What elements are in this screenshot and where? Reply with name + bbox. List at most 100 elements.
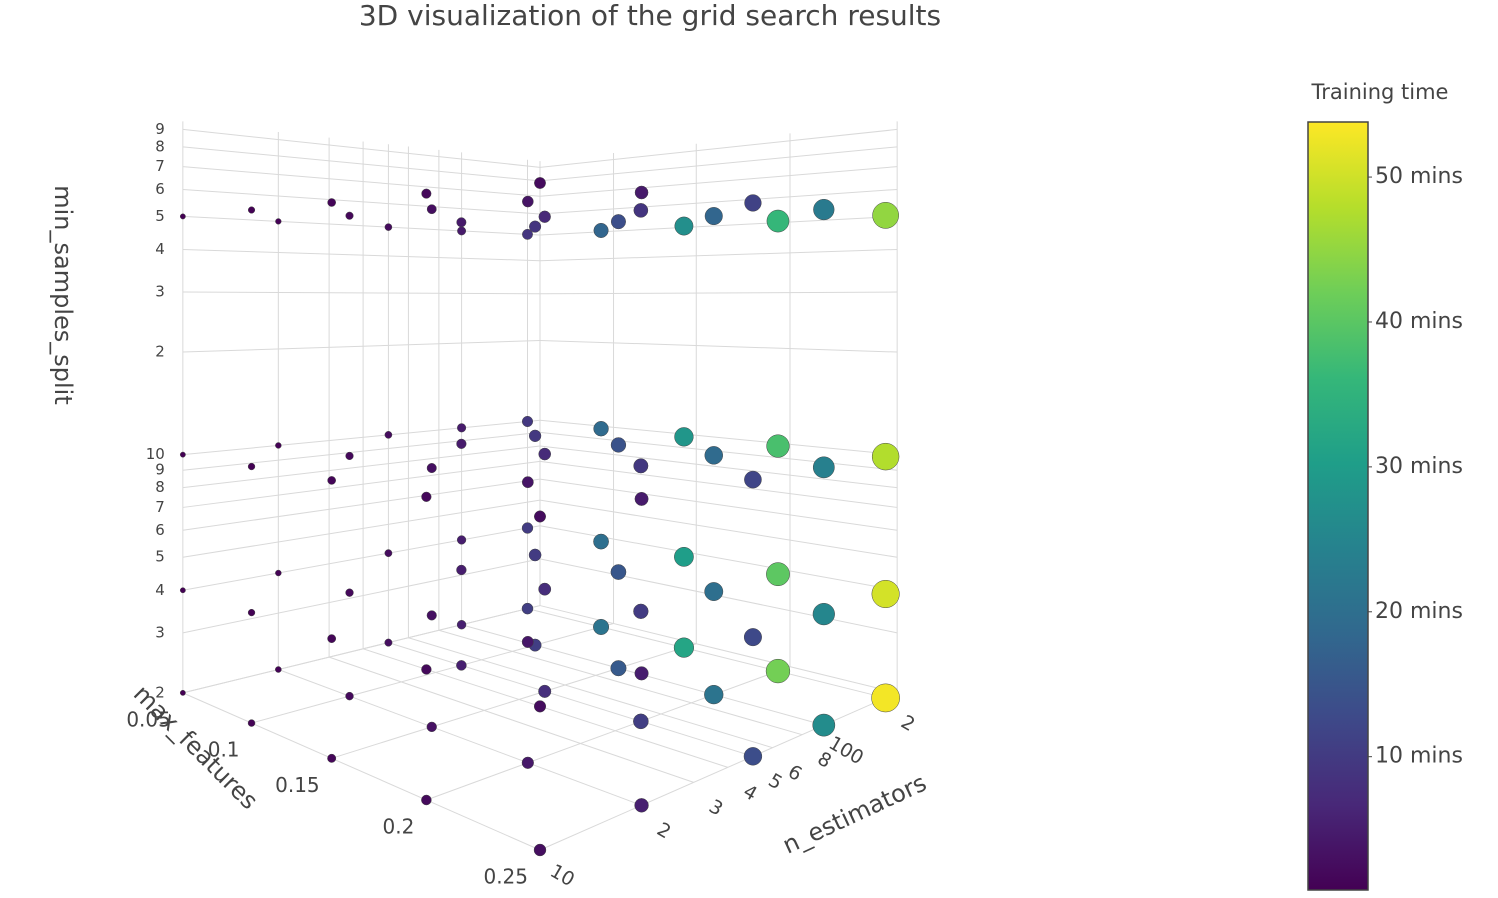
- point: [674, 216, 694, 236]
- point: [538, 582, 552, 596]
- point: [633, 458, 649, 474]
- colorbar-tick-label: 20 mins: [1375, 599, 1463, 624]
- point: [456, 660, 467, 671]
- x-tick-label: 4: [739, 780, 760, 805]
- grid-line: [527, 608, 886, 699]
- point: [673, 637, 694, 658]
- point: [426, 610, 437, 621]
- grid-line: [539, 248, 898, 262]
- point: [633, 603, 649, 619]
- point: [179, 451, 186, 458]
- point: [534, 177, 546, 189]
- point: [275, 569, 282, 577]
- x-axis-title: n_estimators: [778, 769, 930, 860]
- grid-line: [182, 146, 541, 182]
- grid-line: [426, 666, 791, 801]
- grid-line: [539, 499, 898, 558]
- z-tick-label: 4: [155, 240, 165, 258]
- grid-line: [182, 215, 541, 236]
- point: [744, 194, 762, 212]
- z-tick-label: 3: [155, 623, 165, 641]
- colorbar-title: Training time: [1311, 80, 1449, 104]
- grid-line: [182, 419, 541, 456]
- grid-line: [182, 605, 541, 694]
- grid-line: [182, 445, 541, 489]
- point: [538, 447, 551, 461]
- y-axis-title: max_features: [128, 680, 263, 815]
- colorbar-tick-label: 40 mins: [1375, 309, 1463, 334]
- point: [538, 210, 551, 223]
- point: [872, 202, 899, 229]
- point: [765, 658, 791, 684]
- point: [743, 628, 762, 647]
- y-tick-label: 0.2: [383, 815, 415, 839]
- grid-line: [182, 431, 541, 471]
- z-axis-title: min_samples_split: [49, 185, 77, 405]
- point: [384, 549, 393, 557]
- point: [275, 666, 282, 673]
- x-tick-label: 10: [546, 860, 578, 891]
- point: [766, 209, 790, 233]
- grid-line: [438, 629, 803, 736]
- y-tick-label: 0.1: [208, 738, 240, 762]
- point: [521, 602, 534, 615]
- point: [247, 462, 256, 471]
- point: [634, 798, 649, 813]
- point: [534, 510, 546, 523]
- point: [812, 456, 835, 479]
- point: [674, 427, 694, 447]
- grid-line: [539, 146, 898, 182]
- grid-line: [539, 525, 898, 591]
- point: [457, 423, 467, 433]
- colorbar-tick-label: 50 mins: [1375, 164, 1463, 189]
- point: [521, 635, 534, 648]
- point: [521, 522, 534, 534]
- grid-line: [182, 525, 541, 591]
- point: [247, 719, 256, 727]
- grid-line: [182, 558, 541, 634]
- grid-line: [331, 643, 697, 759]
- point: [593, 421, 609, 437]
- point: [610, 660, 627, 677]
- z-tick-label: 4: [155, 581, 165, 599]
- x-tick-label: 2: [897, 711, 918, 736]
- point: [327, 634, 337, 644]
- point: [421, 794, 432, 806]
- point: [529, 220, 542, 233]
- point: [327, 753, 337, 763]
- point: [538, 684, 552, 698]
- grid-line: [182, 499, 541, 558]
- point: [179, 587, 186, 594]
- point: [522, 195, 534, 208]
- grid-line: [182, 291, 541, 295]
- grid-line: [251, 623, 614, 724]
- point: [345, 588, 354, 597]
- point: [345, 211, 354, 220]
- z-tick-label: 5: [155, 548, 165, 566]
- point: [871, 683, 900, 713]
- point: [633, 203, 649, 218]
- point: [521, 756, 534, 769]
- grid-line: [328, 656, 694, 783]
- grid: [182, 121, 898, 851]
- point: [247, 608, 256, 617]
- z-tick-label: 9: [155, 461, 165, 479]
- point: [421, 188, 432, 199]
- grid-line: [182, 128, 541, 168]
- y-tick-label: 0.05: [126, 707, 171, 731]
- point: [421, 491, 432, 502]
- point: [522, 228, 533, 240]
- point: [327, 476, 336, 485]
- point: [593, 222, 609, 238]
- grid-line: [539, 460, 898, 508]
- grid-line: [539, 692, 898, 851]
- point: [275, 218, 282, 225]
- points: [179, 177, 900, 857]
- colorbar: [1307, 121, 1369, 891]
- z-tick-label: 6: [155, 180, 165, 198]
- point: [704, 446, 723, 465]
- y-tick-label: 0.15: [275, 773, 320, 797]
- grid-line: [539, 339, 898, 353]
- point: [384, 223, 393, 231]
